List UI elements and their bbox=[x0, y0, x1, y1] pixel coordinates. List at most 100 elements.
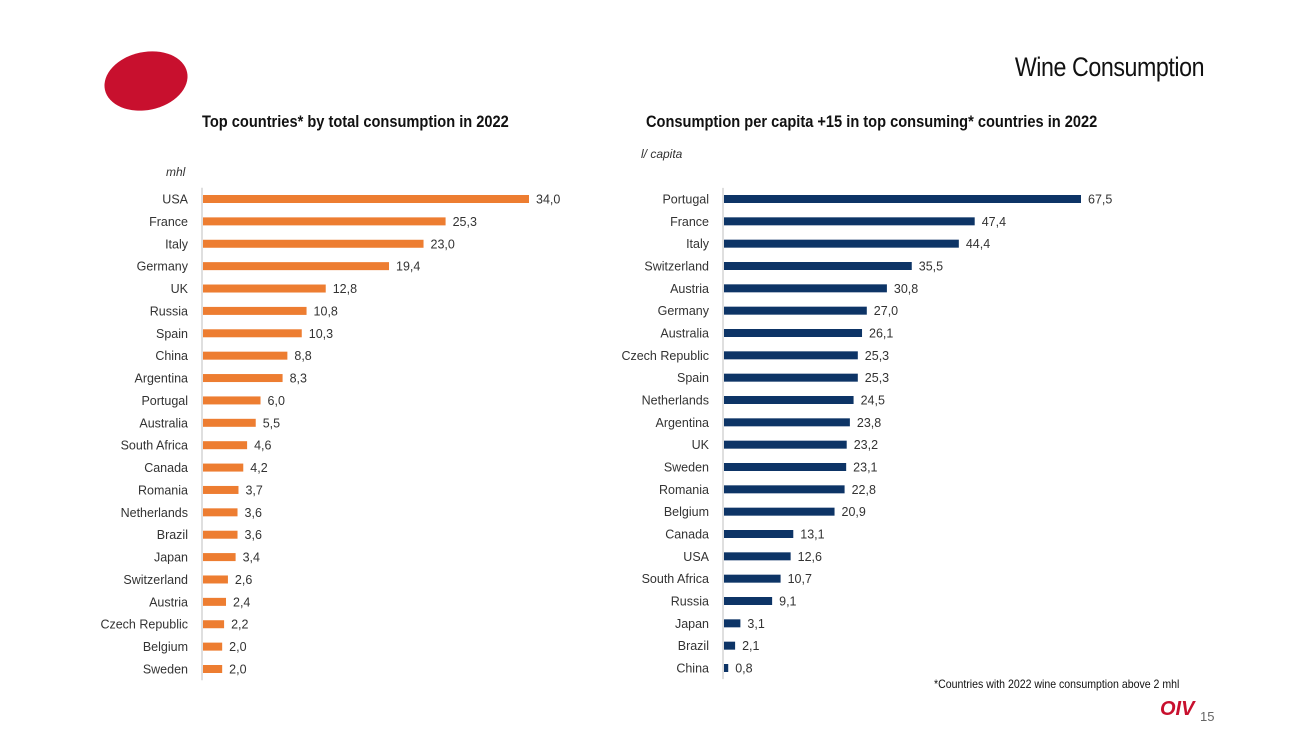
footnote: *Countries with 2022 wine consumption ab… bbox=[934, 677, 1180, 691]
value-label: 12,8 bbox=[333, 282, 357, 296]
bar-sweden bbox=[724, 463, 847, 471]
category-label: Japan bbox=[675, 617, 709, 631]
value-label: 0,8 bbox=[735, 662, 752, 676]
bar-brazil bbox=[724, 641, 736, 650]
value-label: 25,3 bbox=[865, 371, 889, 385]
category-label: Switzerland bbox=[644, 260, 709, 274]
value-label: 4,2 bbox=[250, 461, 267, 475]
bar-canada bbox=[724, 530, 794, 538]
value-label: 3,1 bbox=[747, 617, 764, 631]
bar-japan bbox=[724, 619, 741, 628]
value-label: 25,3 bbox=[453, 215, 477, 229]
bar-china bbox=[724, 664, 729, 672]
bar-romania bbox=[203, 485, 239, 494]
value-label: 44,4 bbox=[966, 237, 990, 251]
category-label: Czech Republic bbox=[100, 618, 188, 632]
category-label: Brazil bbox=[678, 639, 709, 653]
value-label: 2,6 bbox=[235, 573, 252, 587]
category-label: Spain bbox=[677, 371, 709, 385]
bar-switzerland bbox=[724, 262, 912, 270]
bar-russia bbox=[203, 306, 307, 315]
category-label: Spain bbox=[156, 327, 188, 341]
category-label: Portugal bbox=[141, 394, 188, 408]
value-label: 10,7 bbox=[788, 572, 812, 586]
value-label: 10,8 bbox=[314, 304, 338, 318]
category-label: Romania bbox=[659, 483, 709, 497]
bar-australia bbox=[203, 418, 256, 427]
page-title: Wine Consumption bbox=[1014, 52, 1205, 82]
category-label: Italy bbox=[165, 237, 189, 251]
category-label: Belgium bbox=[664, 505, 709, 519]
category-label: Brazil bbox=[157, 528, 188, 542]
bar-belgium bbox=[724, 507, 835, 516]
category-label: Austria bbox=[670, 282, 709, 296]
category-label: Canada bbox=[665, 528, 709, 542]
value-label: 3,6 bbox=[245, 506, 262, 520]
oiv-logo: OIV bbox=[1160, 698, 1195, 720]
category-label: Germany bbox=[658, 304, 710, 318]
category-label: Sweden bbox=[664, 461, 709, 475]
value-label: 4,6 bbox=[254, 439, 271, 453]
category-label: USA bbox=[162, 193, 188, 207]
bar-austria bbox=[203, 597, 227, 606]
left-chart-unit: mhl bbox=[166, 165, 186, 179]
value-label: 23,0 bbox=[431, 237, 455, 251]
value-label: 2,0 bbox=[229, 663, 246, 677]
bar-argentina bbox=[724, 418, 850, 427]
bar-austria bbox=[724, 284, 887, 293]
category-label: Sweden bbox=[143, 663, 188, 677]
category-label: Germany bbox=[137, 260, 189, 274]
bar-russia bbox=[724, 597, 773, 605]
bar-czech-republic bbox=[203, 620, 225, 629]
bar-usa bbox=[203, 195, 529, 203]
category-label: Czech Republic bbox=[621, 349, 709, 363]
category-label: Russia bbox=[671, 595, 709, 609]
value-label: 3,4 bbox=[243, 551, 260, 565]
value-label: 2,4 bbox=[233, 595, 250, 609]
value-label: 6,0 bbox=[268, 394, 285, 408]
category-label: Russia bbox=[150, 304, 188, 318]
left-chart-title: Top countries* by total consumption in 2… bbox=[202, 112, 509, 131]
bar-south-africa bbox=[724, 574, 781, 583]
bar-belgium bbox=[203, 642, 223, 651]
value-label: 13,1 bbox=[800, 528, 824, 542]
value-label: 22,8 bbox=[852, 483, 876, 497]
category-label: Romania bbox=[138, 483, 188, 497]
category-label: Belgium bbox=[143, 640, 188, 654]
category-label: Netherlands bbox=[121, 506, 188, 520]
right-chart-unit: l/ capita bbox=[641, 147, 683, 161]
bar-switzerland bbox=[203, 575, 228, 584]
category-label: Switzerland bbox=[123, 573, 188, 587]
bar-sweden bbox=[203, 665, 223, 673]
value-label: 23,8 bbox=[857, 416, 881, 430]
category-label: UK bbox=[692, 438, 710, 452]
value-label: 23,1 bbox=[853, 461, 877, 475]
category-label: UK bbox=[171, 282, 189, 296]
category-label: China bbox=[676, 662, 709, 676]
category-label: China bbox=[155, 349, 188, 363]
value-label: 34,0 bbox=[536, 193, 560, 207]
bar-netherlands bbox=[203, 508, 238, 517]
category-label: South Africa bbox=[642, 572, 709, 586]
bar-france bbox=[203, 217, 446, 226]
value-label: 3,6 bbox=[245, 528, 262, 542]
bar-china bbox=[203, 351, 288, 360]
bar-portugal bbox=[724, 195, 1081, 203]
value-label: 26,1 bbox=[869, 327, 893, 341]
bar-romania bbox=[724, 485, 845, 494]
value-label: 35,5 bbox=[919, 260, 943, 274]
value-label: 12,6 bbox=[798, 550, 822, 564]
page-number: 15 bbox=[1200, 709, 1215, 724]
bar-spain bbox=[203, 329, 302, 338]
bar-netherlands bbox=[724, 396, 854, 404]
value-label: 30,8 bbox=[894, 282, 918, 296]
value-label: 2,2 bbox=[231, 618, 248, 632]
value-label: 10,3 bbox=[309, 327, 333, 341]
category-label: Argentina bbox=[655, 416, 709, 430]
category-label: Canada bbox=[144, 461, 188, 475]
bar-usa bbox=[724, 552, 791, 561]
bar-germany bbox=[724, 306, 867, 315]
category-label: Netherlands bbox=[642, 394, 709, 408]
category-label: Japan bbox=[154, 551, 188, 565]
